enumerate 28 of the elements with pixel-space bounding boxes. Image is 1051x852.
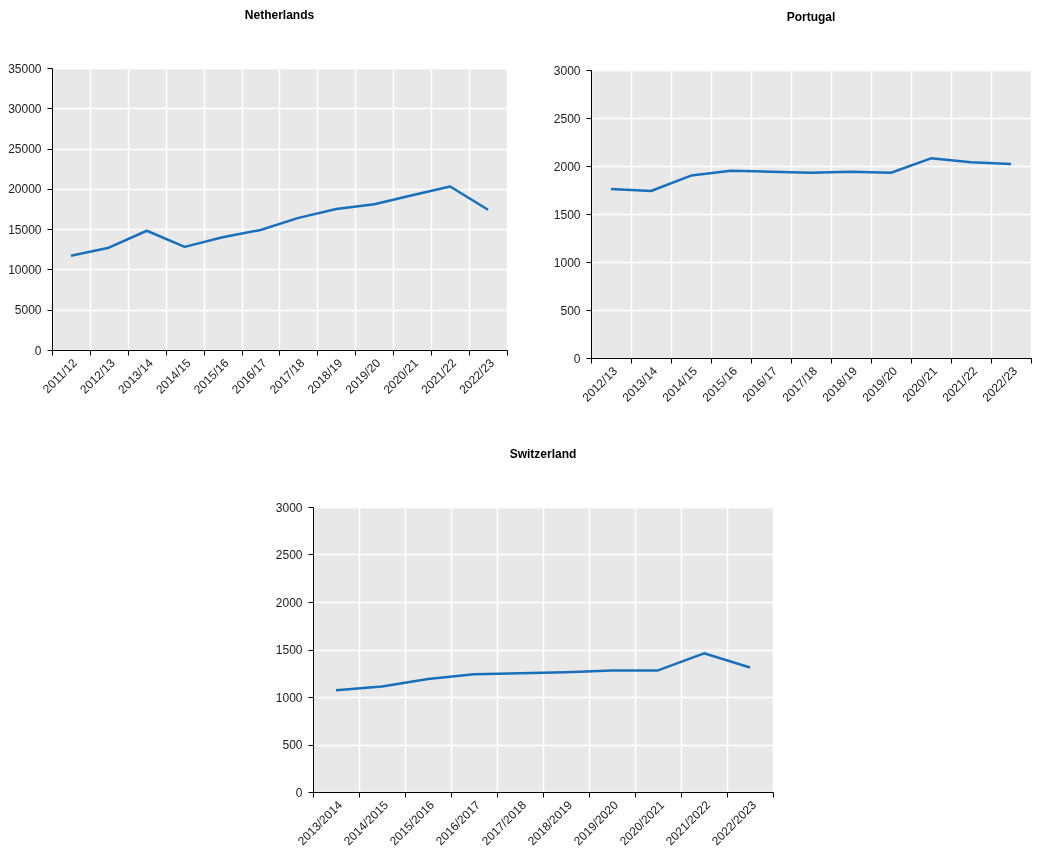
chart-title: Portugal [786, 10, 836, 24]
chart-title: Switzerland [509, 447, 577, 461]
y-tick-label: 0 [34, 343, 42, 358]
chart-title: Netherlands [244, 8, 315, 22]
y-tick-label: 1000 [275, 690, 303, 705]
y-tick-label: 2500 [553, 111, 581, 126]
y-tick-label: 35000 [8, 61, 42, 76]
y-tick-label: 5000 [14, 303, 42, 318]
y-tick-label: 3000 [275, 500, 303, 515]
y-tick-label: 2500 [275, 548, 303, 562]
y-tick-label: 30000 [8, 101, 42, 116]
y-tick-label: 25000 [8, 142, 42, 157]
y-tick-label: 3000 [553, 63, 581, 78]
y-tick-label: 0 [573, 351, 581, 366]
y-tick-label: 500 [282, 738, 303, 752]
y-tick-label: 1000 [553, 255, 581, 270]
line-series [69, 185, 490, 257]
line-series [609, 157, 1013, 193]
y-tick-label: 500 [560, 303, 581, 318]
y-tick-label: 10000 [8, 262, 42, 277]
y-tick-label: 1500 [553, 207, 581, 222]
y-tick-label: 1500 [275, 643, 303, 657]
y-tick-label: 0 [295, 785, 303, 800]
line-series [334, 652, 752, 692]
y-tick-label: 20000 [8, 182, 42, 197]
y-tick-label: 15000 [8, 222, 42, 237]
y-tick-label: 2000 [553, 159, 581, 174]
y-tick-label: 2000 [275, 595, 303, 610]
